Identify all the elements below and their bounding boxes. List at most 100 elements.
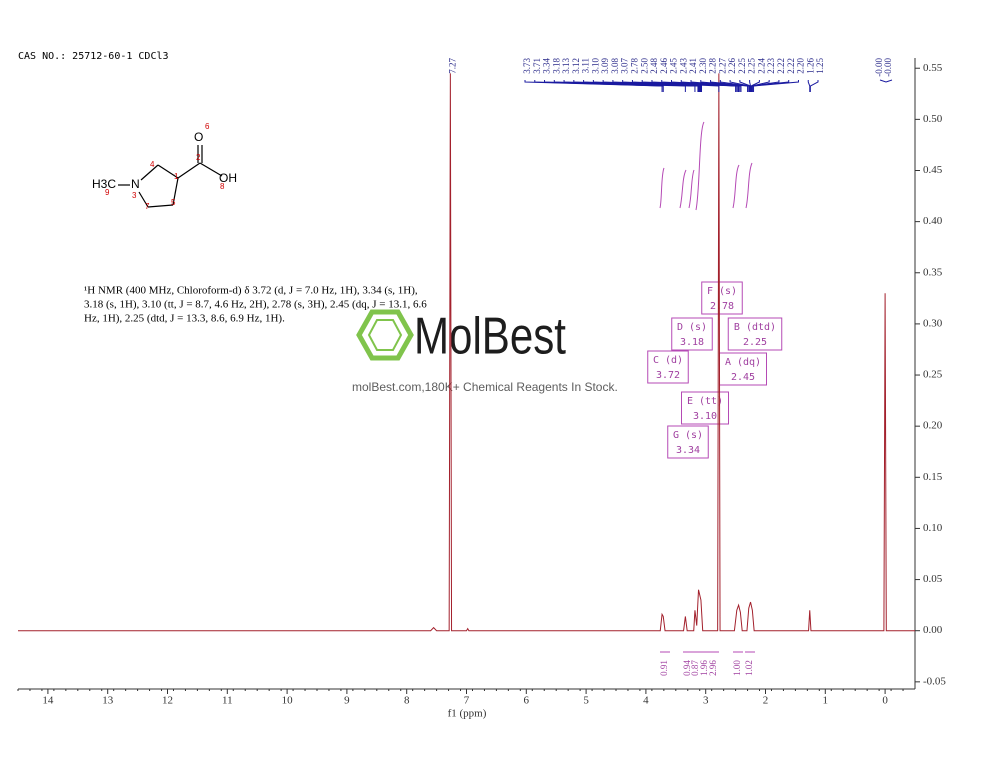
multiplet-shift: 3.10 — [693, 411, 717, 422]
peak-label: 1.25 — [815, 58, 825, 74]
x-tick-label: 2 — [763, 695, 769, 707]
y-tick-label: 0.40 — [923, 215, 943, 227]
peak-label: 3.13 — [561, 58, 571, 74]
peak-label: 3.73 — [522, 58, 532, 74]
x-tick-label: 11 — [222, 695, 233, 707]
x-tick-label: 9 — [344, 695, 350, 707]
atom-number: 1 — [174, 172, 179, 181]
atom-number: 2 — [196, 153, 201, 162]
y-tick-label: 0.45 — [923, 164, 943, 176]
multiplet-box — [727, 317, 783, 351]
integral-label: 1.00 — [732, 660, 742, 676]
peak-label: 2.41 — [688, 58, 698, 74]
x-tick-label: 10 — [282, 695, 294, 707]
peak-label: 2.22 — [786, 58, 796, 74]
peak-label: 2.25 — [737, 58, 747, 74]
atom-number: 9 — [105, 188, 110, 197]
peak-label: -0.00 — [883, 58, 893, 77]
peak-label: 3.08 — [610, 58, 620, 74]
description-line: ¹H NMR (400 MHz, Chloroform-d) δ 3.72 (d… — [84, 285, 418, 297]
watermark-tagline: molBest.com,180K+ Chemical Reagents In S… — [352, 380, 618, 394]
integral-label: 2.96 — [708, 660, 718, 676]
multiplet-label: C (d) — [653, 355, 683, 366]
peak-label: 2.22 — [776, 58, 786, 74]
x-axis-title: f1 (ppm) — [448, 708, 487, 720]
peak-label: 3.18 — [551, 58, 561, 74]
multiplet-label: E (tt) — [687, 396, 723, 407]
peak-label: 2.23 — [766, 58, 776, 74]
multiplet-label: F (s) — [707, 286, 737, 297]
peak-label: 3.11 — [581, 58, 591, 73]
atom-number: 7 — [145, 202, 150, 211]
x-tick-label: 14 — [42, 695, 54, 707]
peak-label: 2.28 — [708, 58, 718, 74]
multiplet-shift: 3.72 — [656, 370, 680, 381]
peak-label: 2.43 — [678, 58, 688, 74]
atom-number: 5 — [171, 198, 176, 207]
peak-leader — [879, 79, 893, 83]
integral-label: 0.87 — [690, 660, 700, 676]
multiplet-label: B (dtd) — [734, 322, 776, 333]
y-tick-label: 0.20 — [923, 420, 943, 432]
x-tick-label: 6 — [524, 695, 530, 707]
multiplet-shift: 2.25 — [743, 337, 767, 348]
peak-label: 3.34 — [542, 58, 552, 74]
peak-label: 2.45 — [669, 58, 679, 74]
multiplet-shift: 3.18 — [680, 337, 704, 348]
y-tick-label: 0.35 — [923, 266, 943, 278]
peak-label: 7.27 — [447, 58, 457, 74]
peak-leader — [622, 80, 703, 92]
peak-leader — [700, 80, 749, 92]
spectrum-line — [18, 73, 915, 632]
sample-id: CAS NO.: 25712-60-1 CDCl3 — [18, 51, 169, 62]
x-tick-label: 12 — [162, 695, 173, 707]
peak-leader — [750, 80, 760, 92]
peak-leader — [729, 80, 751, 92]
multiplet-box — [667, 425, 709, 459]
peak-leader — [809, 80, 819, 92]
multiplet-box — [681, 391, 729, 425]
atom-label: H3C — [92, 177, 116, 191]
multiplet-box — [701, 281, 743, 315]
peak-label: 2.48 — [649, 58, 659, 74]
peak-label: 2.30 — [698, 58, 708, 74]
multiplet-box — [647, 350, 689, 384]
y-tick-label: -0.05 — [923, 675, 946, 687]
x-tick-label: 4 — [643, 695, 649, 707]
x-tick-label: 1 — [823, 695, 829, 707]
peak-leader — [753, 80, 799, 92]
peak-leader — [751, 80, 770, 92]
y-tick-label: 0.55 — [923, 62, 943, 74]
atom-label: N — [131, 177, 140, 191]
integral-label: 0.91 — [659, 660, 669, 676]
description-line: 3.18 (s, 1H), 3.10 (tt, J = 8.7, 4.6 Hz,… — [84, 299, 427, 311]
peak-leader — [710, 80, 750, 92]
structure — [118, 145, 223, 208]
y-tick-label: 0.25 — [923, 369, 943, 381]
peak-label: 2.27 — [717, 58, 727, 74]
peak-label: 2.26 — [727, 58, 737, 74]
integral-curves — [659, 121, 753, 211]
multiplet-shift: 2.78 — [710, 301, 734, 312]
atom-number: 8 — [220, 182, 225, 191]
y-tick-label: 0.50 — [923, 113, 943, 125]
x-tick-label: 5 — [583, 695, 589, 707]
peak-leader — [719, 80, 750, 92]
multiplet-shift: 3.34 — [676, 445, 700, 456]
description-line: Hz, 1H), 2.25 (dtd, J = 13.3, 8.6, 6.9 H… — [84, 313, 285, 325]
integral-label: 0.94 — [682, 660, 692, 676]
peak-label: 3.71 — [532, 58, 542, 74]
watermark: MolBest molBest.com,180K+ Chemical Reage… — [352, 308, 618, 394]
x-tick-label: 0 — [882, 695, 888, 707]
multiplet-shift: 2.45 — [731, 372, 755, 383]
nmr-description: ¹H NMR (400 MHz, Chloroform-d) δ 3.72 (d… — [84, 285, 427, 325]
atom-label: O — [194, 130, 203, 144]
integral-label: 1.96 — [699, 660, 709, 676]
x-tick-label: 13 — [102, 695, 114, 707]
peak-label: 2.78 — [629, 58, 639, 74]
watermark-logo: MolBest — [414, 308, 566, 366]
peak-leader — [749, 80, 752, 92]
atom-number: 4 — [150, 160, 155, 169]
multiplet-label: D (s) — [677, 322, 707, 333]
structure-labels: H3C N O OH 1 2 3 4 5 6 7 8 9 — [92, 122, 237, 211]
